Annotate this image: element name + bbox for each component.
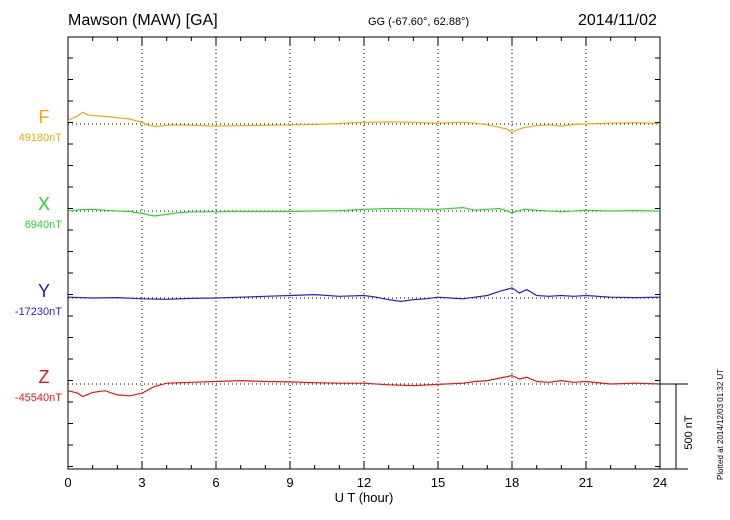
x-tick-label: 15 (431, 475, 445, 490)
baseline-value-x: 6940nT (25, 219, 63, 231)
series-line-z (67, 374, 661, 398)
baseline-value-y: -17230nT (15, 306, 62, 318)
x-tick-label: 0 (64, 475, 71, 490)
x-tick-label: 24 (653, 475, 667, 490)
x-tick-label: 12 (357, 475, 371, 490)
scale-bar-label: 500 nT (683, 415, 695, 450)
x-tick-label: 6 (212, 475, 219, 490)
series-label-f: F (39, 107, 50, 127)
baseline-value-z: -45540nT (15, 392, 62, 404)
x-tick-label: 9 (286, 475, 293, 490)
x-tick-label: 3 (138, 475, 145, 490)
series-line-y (67, 287, 661, 303)
coordinates-label: GG (-67.60°, 62.88°) (368, 16, 470, 28)
x-tick-label: 21 (579, 475, 593, 490)
baseline-value-f: 49180nT (19, 132, 63, 144)
series-line-x (67, 206, 661, 217)
series-line-f (67, 111, 661, 134)
date-label: 2014/11/02 (578, 12, 657, 29)
series-label-y: Y (38, 281, 50, 301)
series-label-x: X (38, 194, 50, 214)
x-tick-label: 18 (505, 475, 519, 490)
series-label-z: Z (39, 367, 50, 387)
x-axis-label: U T (hour) (335, 490, 394, 505)
station-title: Mawson (MAW) [GA] (68, 12, 218, 29)
